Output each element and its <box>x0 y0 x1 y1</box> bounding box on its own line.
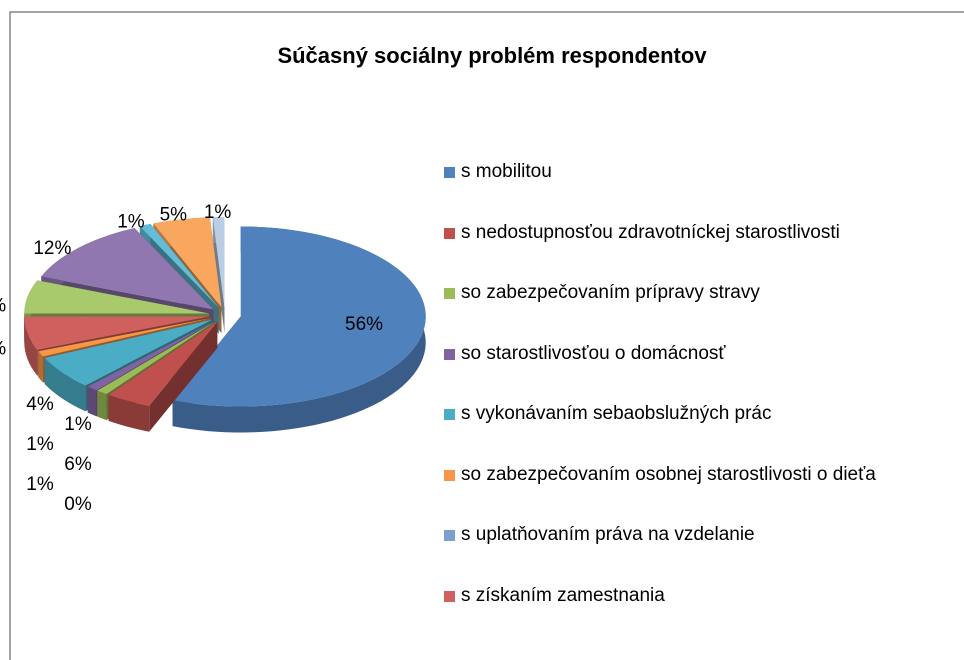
slice-top <box>97 321 216 395</box>
pie-slice <box>108 322 218 432</box>
data-label: 56% <box>345 314 383 335</box>
data-label: 12% <box>33 238 71 259</box>
data-label: 1% <box>204 202 232 223</box>
legend-label: so zabezpečovaním osobnej starostlivosti… <box>461 463 876 485</box>
legend-item: so zabezpečovaním osobnej starostlivosti… <box>440 463 955 487</box>
slice-wall <box>44 358 86 412</box>
legend-label: s mobilitou <box>461 161 552 182</box>
data-label: 1% <box>26 474 54 495</box>
slice-wall <box>87 386 97 417</box>
slice-top <box>38 318 211 357</box>
legend-item: so starostlivosťou o domácnosť <box>440 342 955 366</box>
slice-wall <box>108 394 150 432</box>
legend-swatch <box>444 590 455 602</box>
data-label: 0% <box>64 494 92 515</box>
slice-wall <box>24 316 38 376</box>
legend-swatch <box>444 409 455 420</box>
legend-swatch <box>444 227 455 239</box>
legend-label: s získaním zamestnania <box>461 584 665 606</box>
slice-top <box>172 226 426 407</box>
data-label: 1% <box>64 414 92 435</box>
data-label: 5% <box>160 205 188 226</box>
legend-item: s získaním zamestnania <box>440 584 955 608</box>
legend-label: s nedostupnosťou zdravotníckej starostli… <box>461 221 840 243</box>
pie-slice <box>212 217 225 334</box>
legend-item: so zabezpečovaním prípravy stravy <box>440 281 955 305</box>
legend-label: s uplatňovaním práva na vzdelanie <box>461 524 755 545</box>
slice-side <box>212 217 225 334</box>
slice-top <box>41 228 214 310</box>
chart-title: Súčasný sociálny problém respondentov <box>277 43 707 68</box>
slice-top <box>212 217 225 308</box>
pie-slice <box>172 226 426 433</box>
legend-label: s vykonávaním sebaobslužných prác <box>461 403 772 424</box>
slice-top <box>153 217 222 308</box>
slice-wall <box>97 390 107 421</box>
data-label: 6% <box>64 454 92 475</box>
legend-label: so zabezpečovaním prípravy stravy <box>461 282 760 303</box>
data-label: 6% <box>0 295 6 316</box>
data-label: 4% <box>26 394 54 415</box>
slice-top <box>87 321 215 391</box>
legend-item: s mobilitou <box>440 160 955 184</box>
legend-swatch <box>444 288 455 299</box>
slice-top <box>108 322 218 406</box>
legend-swatch <box>444 530 455 541</box>
legend-swatch <box>444 348 455 360</box>
data-label: 1% <box>117 211 145 232</box>
slice-wall <box>172 226 426 433</box>
legend-swatch <box>444 167 455 178</box>
data-label: 1% <box>26 434 54 455</box>
legend-swatch <box>444 469 455 481</box>
slice-top <box>24 280 210 314</box>
legend-item: s nedostupnosťou zdravotníckej starostli… <box>440 221 955 245</box>
slice-top <box>44 319 213 386</box>
legend-item: s uplatňovaním práva na vzdelanie <box>440 523 955 547</box>
slice-top <box>24 316 210 350</box>
slice-wall <box>38 351 43 383</box>
legend-label: so starostlivosťou o domácnosť <box>461 342 726 364</box>
data-label: 6% <box>0 339 6 360</box>
chart-border <box>9 11 964 660</box>
slice-top <box>139 223 219 308</box>
legend-item: s vykonávaním sebaobslužných prác <box>440 402 955 426</box>
